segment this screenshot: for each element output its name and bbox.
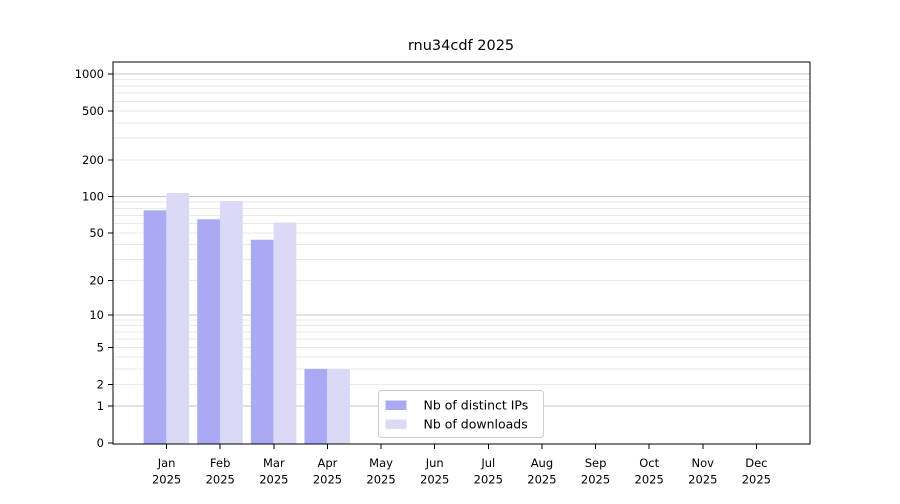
legend-swatch-distinct-ips	[385, 400, 407, 410]
axis-labels: 0 1 2 5 10 20 50 100 200 500 1000 Jan 2025 Feb 2025 Mar…	[75, 67, 771, 486]
x-tick-label-year: 2025	[635, 473, 664, 487]
x-tick-label-year: 2025	[742, 473, 771, 487]
y-tick-label: 2	[97, 377, 104, 391]
legend-swatch-downloads	[385, 419, 407, 429]
bar-downloads-mar	[273, 222, 297, 444]
x-tick-label-month: Jan	[157, 456, 176, 470]
x-tick-label-month: Apr	[318, 456, 338, 470]
legend: Nb of distinct IPs Nb of downloads	[378, 390, 544, 438]
x-tick-label-month: Oct	[639, 456, 659, 470]
x-tick-label-month: Aug	[531, 456, 553, 470]
x-tick-label-year: 2025	[313, 473, 342, 487]
x-tick-label-year: 2025	[527, 473, 556, 487]
bar-distinct-ips-feb	[197, 219, 220, 444]
x-tick-label-month: Jul	[480, 456, 495, 470]
x-tick-label-year: 2025	[152, 473, 181, 487]
y-tick-label: 10	[89, 308, 104, 322]
x-tick-label-year: 2025	[206, 473, 235, 487]
y-tick-label: 100	[82, 190, 104, 204]
x-tick-label-month: Mar	[263, 456, 285, 470]
legend-label: Nb of distinct IPs	[424, 398, 529, 413]
bars	[143, 192, 350, 444]
x-tick-label-year: 2025	[581, 473, 610, 487]
bar-downloads-apr	[327, 368, 350, 444]
bar-downloads-jan	[166, 192, 190, 444]
y-tick-label: 1000	[75, 67, 104, 81]
x-tick-label-month: Feb	[210, 456, 230, 470]
y-tick-label: 20	[89, 273, 104, 287]
x-tick-label-month: Nov	[692, 456, 715, 470]
y-tick-label: 1	[97, 399, 104, 413]
y-tick-label: 50	[89, 226, 104, 240]
y-tick-label: 500	[82, 104, 104, 118]
bar-downloads-feb	[219, 200, 243, 444]
y-tick-label: 5	[97, 340, 104, 354]
legend-box	[378, 390, 544, 438]
plot-frame	[112, 61, 811, 445]
x-tick-label-month: Jun	[425, 456, 444, 470]
x-tick-label-month: Sep	[585, 456, 607, 470]
bar-distinct-ips-jan	[143, 210, 167, 444]
y-tick-label: 0	[97, 436, 104, 450]
x-tick-label-year: 2025	[259, 473, 288, 487]
x-tick-label-month: May	[369, 456, 393, 470]
x-tick-label-year: 2025	[688, 473, 717, 487]
bar-distinct-ips-apr	[304, 368, 328, 444]
x-tick-label-month: Dec	[745, 456, 767, 470]
axes	[108, 61, 811, 449]
x-tick-label-year: 2025	[366, 473, 395, 487]
x-tick-label-year: 2025	[420, 473, 449, 487]
y-tick-label: 200	[82, 153, 104, 167]
x-tick-label-year: 2025	[474, 473, 503, 487]
bar-distinct-ips-mar	[250, 239, 274, 444]
legend-label: Nb of downloads	[424, 417, 528, 432]
chart-title: rnu34cdf 2025	[408, 38, 514, 54]
